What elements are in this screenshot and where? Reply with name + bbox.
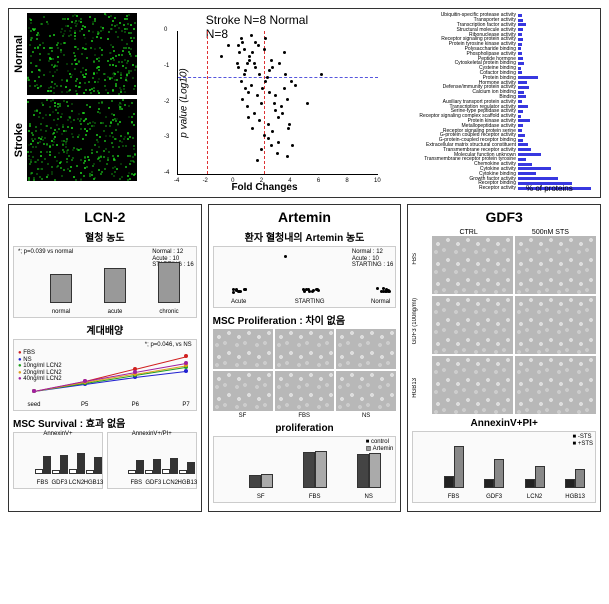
legend-item: Acute : 10: [352, 256, 393, 263]
cell-image: [432, 296, 513, 354]
legend-item: +STS: [578, 441, 593, 447]
panel-lcn2: LCN-2 혈청 농도 Normal : 12 Acute : 10 START…: [8, 204, 202, 512]
legend-item: STARTING : 16: [352, 262, 393, 269]
lcn2-pass-sig: *; p=0.046, vs NS: [145, 342, 192, 348]
legend-item: Normal : 12: [352, 249, 393, 256]
volcano-plot-area: -4-202468100-1-2-3-4: [177, 31, 378, 175]
volcano-plot: Stroke N=8 Normal N=8 p value (Log10) -4…: [147, 13, 382, 193]
legend-item: Artemin: [373, 446, 394, 452]
col-label: CTRL: [459, 229, 477, 236]
legend-item: control: [371, 439, 389, 445]
cell-image: [213, 371, 273, 411]
artemin-prol-chart-hdr: proliferation: [213, 423, 397, 434]
cell-image: [336, 371, 396, 411]
bottom-panels: LCN-2 혈청 농도 Normal : 12 Acute : 10 START…: [8, 204, 601, 512]
gdf3-image-block: FBS GDF3 (100ng/ml) HGB13: [412, 236, 596, 414]
panel-gdf3: GDF3 CTRL 500nM STS FBS GDF3 (100ng/ml) …: [407, 204, 601, 512]
legend-item: Normal : 12: [152, 249, 193, 256]
microarray-column: Normal Stroke: [13, 13, 143, 193]
grid-label: FBS: [298, 413, 310, 419]
go-barchart: Ubiquitin-specific protease activityTran…: [386, 13, 596, 193]
lcn2-passage-chart: *; p=0.046, vs NS seedP5P6P7● FBS● NS● 1…: [13, 339, 197, 411]
grid-label: SF: [239, 413, 247, 419]
row-label: FBS: [412, 253, 432, 265]
row-label: GDF3 (100ng/ml): [412, 298, 432, 344]
artemin-serum-hdr: 환자 혈청내의 Artemin 농도: [213, 229, 397, 244]
lcn2-passage-hdr: 계대배양: [13, 322, 197, 337]
row-label: HGB13: [412, 378, 432, 398]
gdf3-cell-grid: [432, 236, 596, 414]
cell-image: [275, 371, 335, 411]
gdf3-annexin-chart: ■ -STS ■ +STS FBSGDF3LCN2HGB13: [412, 431, 596, 503]
surv-sub1: AnnexinV+/PI+: [132, 431, 172, 437]
artemin-prol-legend: ■ control ▨ Artemin: [366, 439, 394, 452]
lcn2-serum-chart: Normal : 12 Acute : 10 STARTING : 16 *; …: [13, 246, 197, 318]
cell-image: [515, 296, 596, 354]
cell-image: [432, 356, 513, 414]
microarray-label-normal: Normal: [13, 35, 25, 73]
top-panel: Normal Stroke Stroke N=8 Normal N=8 p va…: [8, 8, 601, 198]
cell-image: [432, 236, 513, 294]
lcn2-survival-chart-1: AnnexinV+/PI+ FBSGDF3LCN2HGB13: [107, 432, 197, 489]
gdf3-annexin-hdr: AnnexinV+PI+: [412, 418, 596, 429]
artemin-serum-chart: Normal : 12 Acute : 10 STARTING : 16 Acu…: [213, 246, 397, 308]
panel-artemin: Artemin 환자 혈청내의 Artemin 농도 Normal : 12 A…: [208, 204, 402, 512]
cell-image: [515, 236, 596, 294]
legend-item: -STS: [578, 434, 592, 440]
lcn2-title: LCN-2: [13, 209, 197, 225]
gdf3-annexin-legend: ■ -STS ■ +STS: [573, 434, 593, 447]
cell-image: [336, 329, 396, 369]
microarray-chip-stroke: [27, 99, 137, 181]
lcn2-survival-hdr: MSC Survival : 효과 없음: [13, 415, 197, 430]
artemin-prol-hdr: MSC Proliferation : 차이 없음: [213, 312, 397, 327]
microarray-chip-normal: [27, 13, 137, 95]
gdf3-col-labels: CTRL 500nM STS: [432, 229, 596, 236]
cell-image: [515, 356, 596, 414]
microarray-label-stroke: Stroke: [13, 123, 25, 157]
artemin-serum-legend: Normal : 12 Acute : 10 STARTING : 16: [352, 249, 393, 269]
lcn2-sig: *; p=0.039 vs normal: [18, 249, 73, 255]
volcano-xlabel: Fold Changes: [231, 182, 297, 193]
gdf3-title: GDF3: [412, 209, 596, 225]
grid-label: NS: [362, 413, 370, 419]
artemin-cell-grid: [213, 329, 397, 411]
lcn2-survival-chart-0: AnnexinV+ FBSGDF3LCN2HGB13: [13, 432, 103, 489]
go-xlabel: % of proteins: [526, 184, 573, 193]
cell-image: [213, 329, 273, 369]
lcn2-serum-hdr: 혈청 농도: [13, 229, 197, 244]
artemin-title: Artemin: [213, 209, 397, 225]
gdf3-row-labels: FBS GDF3 (100ng/ml) HGB13: [412, 236, 432, 414]
surv-sub0: AnnexinV+: [43, 431, 72, 437]
col-label: 500nM STS: [532, 229, 569, 236]
artemin-prol-chart: ■ control ▨ Artemin SFFBSNS: [213, 436, 397, 503]
cell-image: [275, 329, 335, 369]
artemin-grid-labels: SF FBS NS: [213, 413, 397, 419]
